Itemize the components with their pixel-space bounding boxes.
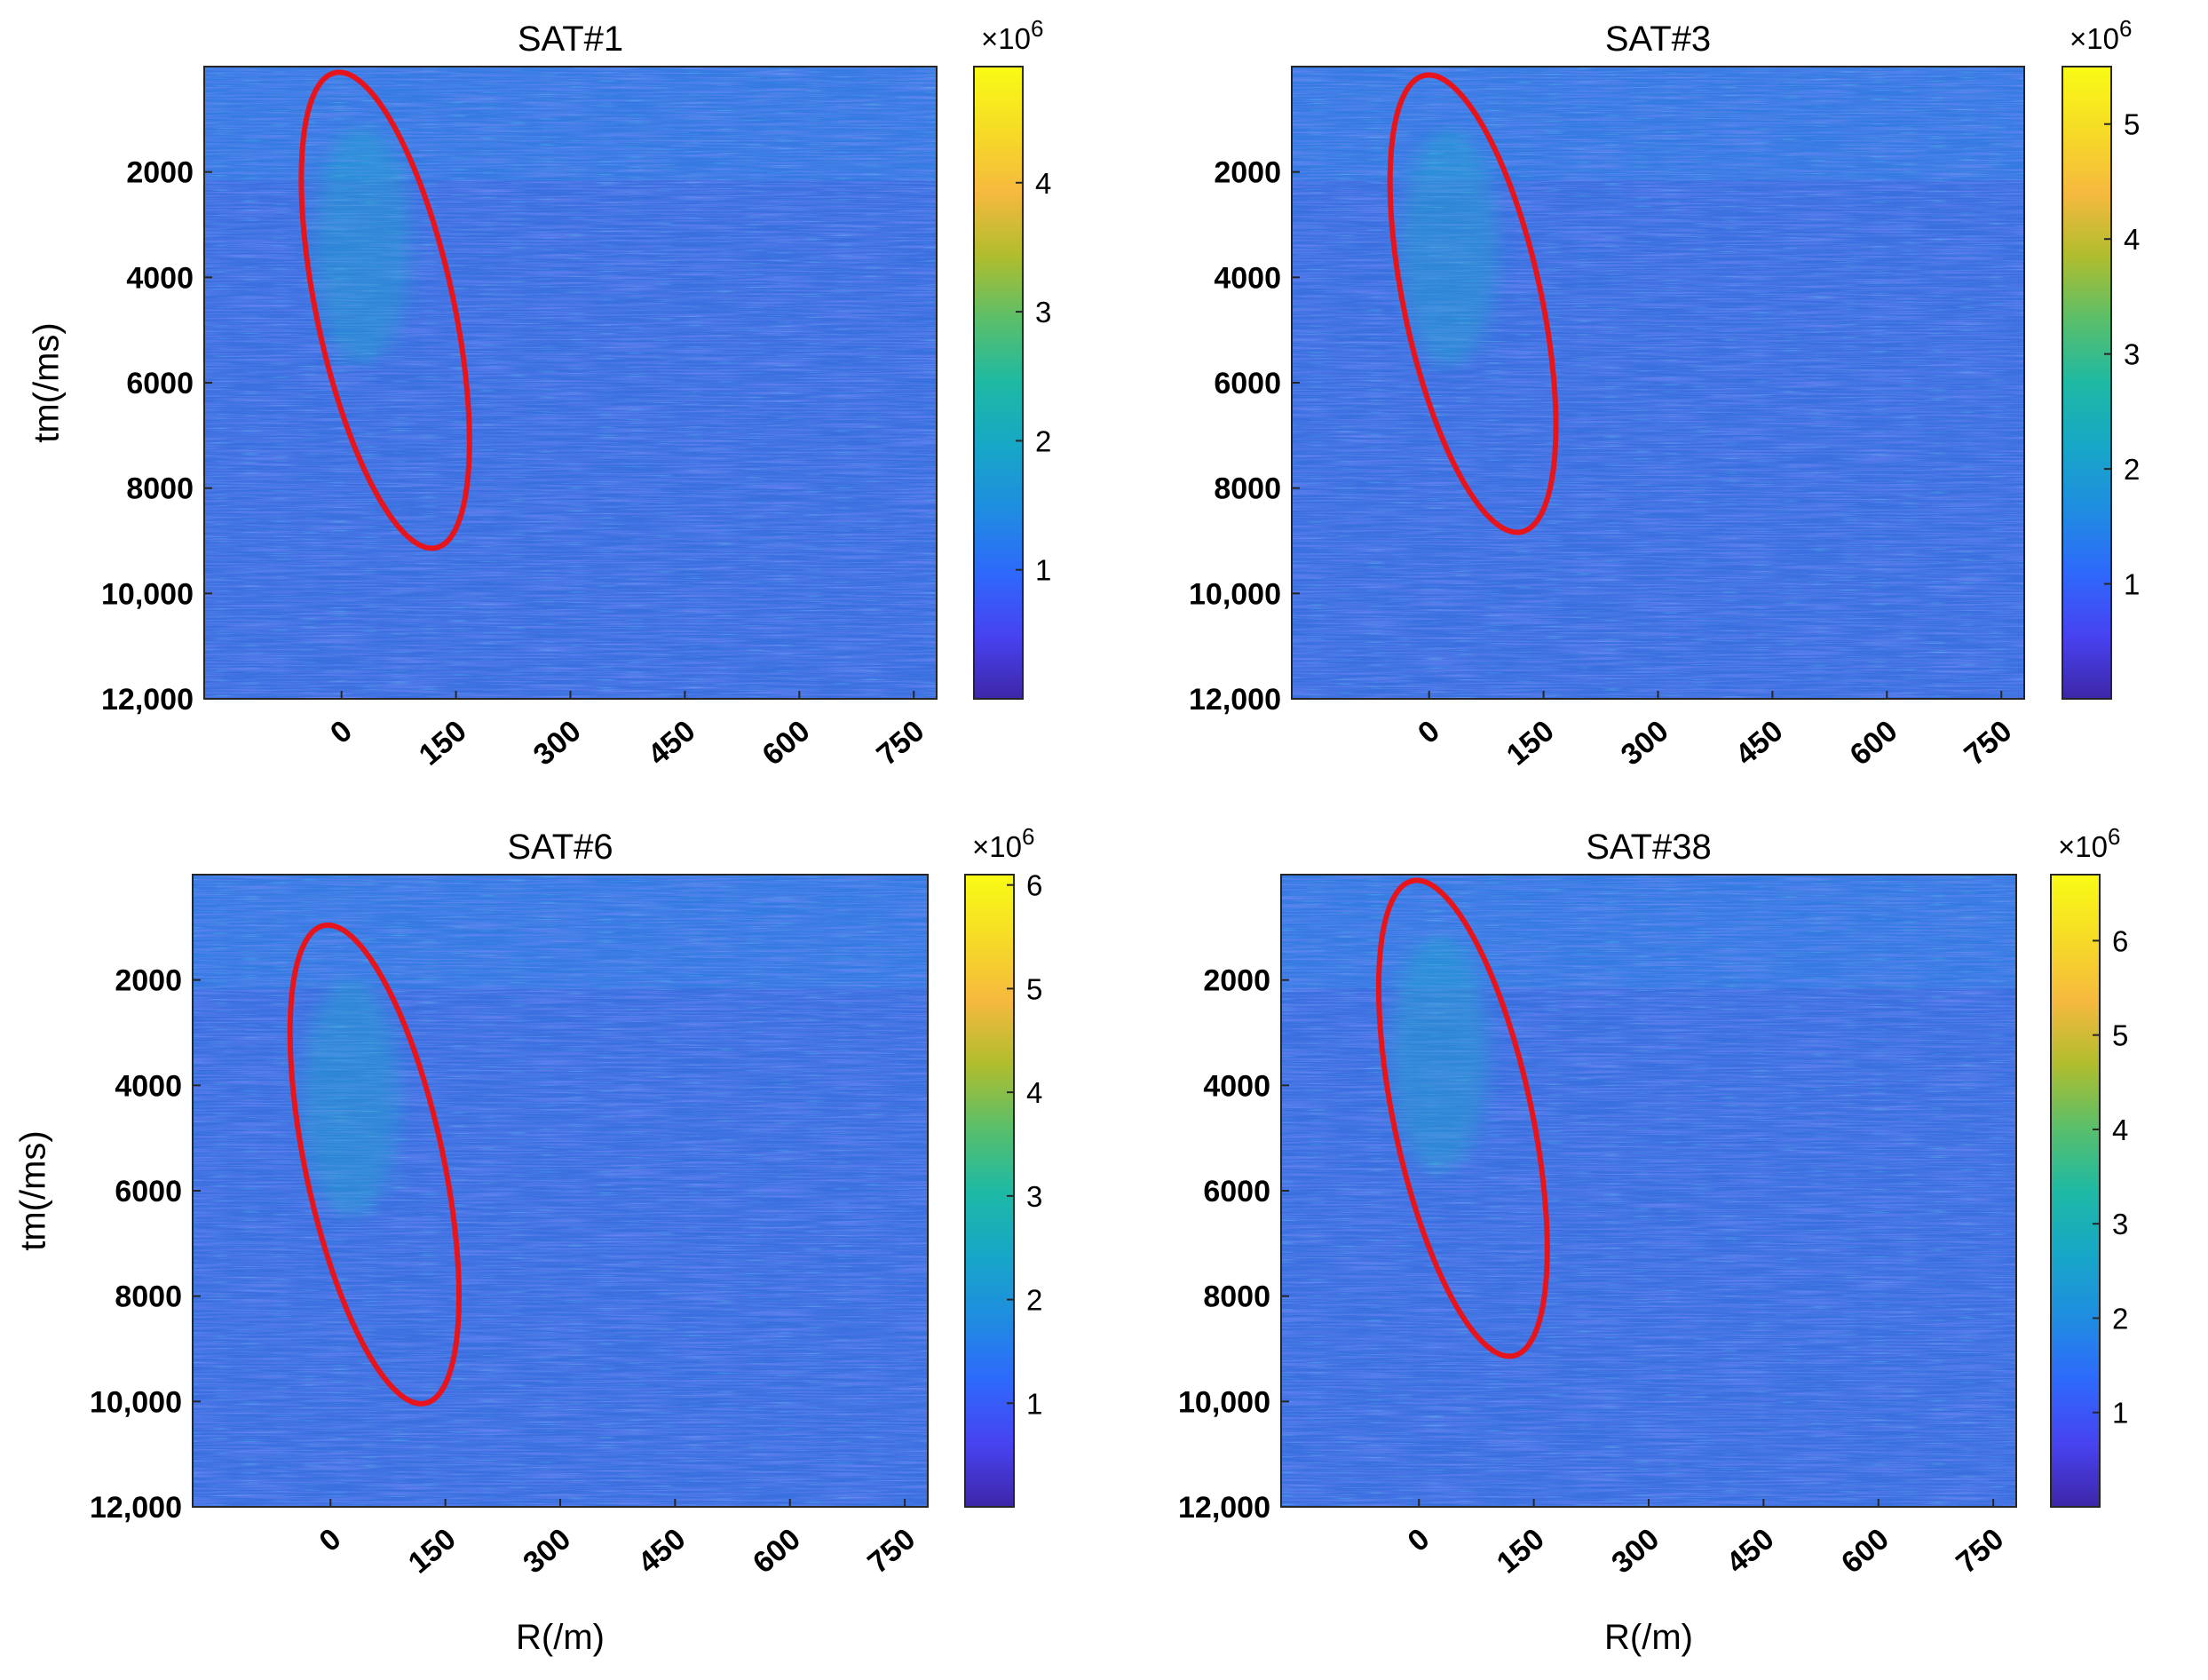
colorbar xyxy=(964,874,1015,1508)
x-tick-label: 750 xyxy=(1958,714,2018,773)
colorbar-tick-label: 1 xyxy=(2112,1397,2128,1430)
highlight-ellipse xyxy=(287,922,462,1407)
colorbar-exponent: ×106 xyxy=(972,823,1034,863)
heatmap-field xyxy=(1281,875,2016,1507)
y-tick-label: 4000 xyxy=(1203,1069,1270,1103)
panel-title: SAT#6 xyxy=(507,828,613,867)
colorbar-tick-label: 2 xyxy=(2124,453,2140,486)
x-tick-label: 150 xyxy=(1491,1522,1551,1581)
x-tick-label: 450 xyxy=(1729,714,1790,773)
x-tick-label: 150 xyxy=(1500,714,1561,773)
x-tick-label: 750 xyxy=(870,714,930,773)
panel-sat3: SAT#3 2000 4000 6000 8000 10,000 12,000 0 150 300… xyxy=(1189,15,2140,773)
heatmap-field xyxy=(1292,67,2024,699)
x-tick-label: 300 xyxy=(1615,714,1675,773)
y-tick-label: 10,000 xyxy=(90,1385,182,1419)
x-tick-label: 750 xyxy=(1950,1522,2010,1581)
colorbar-tick-label: 1 xyxy=(2124,568,2140,601)
y-tick-label: 10,000 xyxy=(1178,1385,1270,1419)
x-tick-label: 150 xyxy=(413,714,473,773)
y-tick-label: 4000 xyxy=(115,1069,182,1103)
colorbar-tick-label: 3 xyxy=(1035,296,1051,329)
panel-sat6: SAT#6 2000 4000 6000 8000 10,000 12,000 0 150 300… xyxy=(14,823,1043,1657)
y-tick-label: 6000 xyxy=(126,367,194,400)
panel-title: SAT#38 xyxy=(1586,828,1712,867)
colorbar-tick-label: 4 xyxy=(2124,223,2140,256)
colorbar-tick-label: 2 xyxy=(1026,1284,1042,1317)
colorbar-tick-label: 2 xyxy=(2112,1302,2128,1335)
colorbar-tick-label: 4 xyxy=(1035,167,1051,200)
x-tick-label: 600 xyxy=(1835,1522,1895,1581)
colorbar xyxy=(2050,874,2101,1508)
x-tick-label: 300 xyxy=(527,714,588,773)
y-tick-label: 12,000 xyxy=(1178,1491,1270,1525)
y-tick-label: 12,000 xyxy=(101,683,194,717)
x-tick-label: 450 xyxy=(632,1522,692,1581)
highlight-ellipse xyxy=(1375,877,1550,1359)
x-tick-label: 0 xyxy=(1401,1522,1436,1558)
panel-sat1: SAT#1 2000 4000 6000 8000 10,000 12,000 0 150 300… xyxy=(28,15,1052,773)
x-tick-label: 0 xyxy=(1412,714,1446,750)
y-tick-label: 6000 xyxy=(1214,367,1281,400)
colorbar-tick-label: 3 xyxy=(2112,1208,2128,1240)
colorbar xyxy=(973,66,1024,700)
colorbar-tick-label: 4 xyxy=(1026,1076,1042,1109)
y-tick-label: 8000 xyxy=(1214,472,1281,506)
colorbar-tick-label: 6 xyxy=(2112,924,2128,957)
x-tick-label: 0 xyxy=(313,1522,347,1558)
panel-title: SAT#3 xyxy=(1605,20,1711,59)
x-tick-label: 150 xyxy=(402,1522,463,1581)
x-tick-label: 600 xyxy=(1844,714,1904,773)
panel-title: SAT#1 xyxy=(518,20,623,59)
highlight-ellipse xyxy=(1387,72,1559,535)
y-tick-label: 8000 xyxy=(126,472,194,506)
colorbar-tick-label: 1 xyxy=(1035,554,1051,587)
panel-sat38: SAT#38 2000 4000 6000 8000 10,000 12,000 0 150 30… xyxy=(1178,823,2128,1657)
y-tick-label: 12,000 xyxy=(1189,683,1281,717)
y-tick-label: 10,000 xyxy=(1189,577,1281,611)
colorbar-tick-label: 5 xyxy=(2124,108,2140,141)
y-tick-label: 4000 xyxy=(126,261,194,295)
x-axis-label: R(/m) xyxy=(1604,1618,1693,1657)
y-tick-label: 8000 xyxy=(1203,1280,1270,1314)
x-axis-label: R(/m) xyxy=(516,1618,605,1657)
colorbar-exponent: ×106 xyxy=(2058,823,2120,863)
y-tick-label: 2000 xyxy=(1203,964,1270,998)
y-tick-label: 6000 xyxy=(115,1175,182,1208)
colorbar-tick-label: 2 xyxy=(1035,424,1051,457)
colorbar-tick-label: 3 xyxy=(2124,338,2140,371)
colorbar-tick-label: 5 xyxy=(1026,972,1042,1005)
y-tick-label: 12,000 xyxy=(90,1491,182,1525)
colorbar-tick-label: 4 xyxy=(2112,1113,2128,1146)
y-tick-label: 2000 xyxy=(1214,156,1281,190)
y-axis-label: tm(/ms) xyxy=(28,322,67,443)
x-tick-label: 750 xyxy=(861,1522,922,1581)
y-tick-label: 2000 xyxy=(115,964,182,998)
colorbar-exponent: ×106 xyxy=(981,15,1043,55)
x-tick-label: 450 xyxy=(642,714,702,773)
x-tick-label: 300 xyxy=(517,1522,577,1581)
colorbar-tick-label: 6 xyxy=(1026,869,1042,902)
x-tick-label: 600 xyxy=(747,1522,807,1581)
y-tick-label: 6000 xyxy=(1203,1175,1270,1208)
y-tick-label: 8000 xyxy=(115,1280,182,1314)
x-tick-label: 450 xyxy=(1721,1522,1781,1581)
x-tick-label: 0 xyxy=(324,714,359,750)
colorbar-tick-label: 3 xyxy=(1026,1180,1042,1213)
colorbar xyxy=(2062,66,2112,700)
y-tick-label: 10,000 xyxy=(101,577,194,611)
x-tick-label: 600 xyxy=(756,714,817,773)
colorbar-exponent: ×106 xyxy=(2070,15,2132,55)
colorbar-tick-label: 5 xyxy=(2112,1019,2128,1052)
y-tick-label: 2000 xyxy=(126,156,194,190)
colorbar-tick-label: 1 xyxy=(1026,1387,1042,1420)
highlight-ellipse xyxy=(298,69,472,551)
x-tick-label: 300 xyxy=(1605,1522,1666,1581)
y-tick-label: 4000 xyxy=(1214,261,1281,295)
y-axis-label: tm(/ms) xyxy=(14,1130,53,1251)
heatmap-field xyxy=(193,875,928,1507)
heatmap-field xyxy=(204,67,937,699)
